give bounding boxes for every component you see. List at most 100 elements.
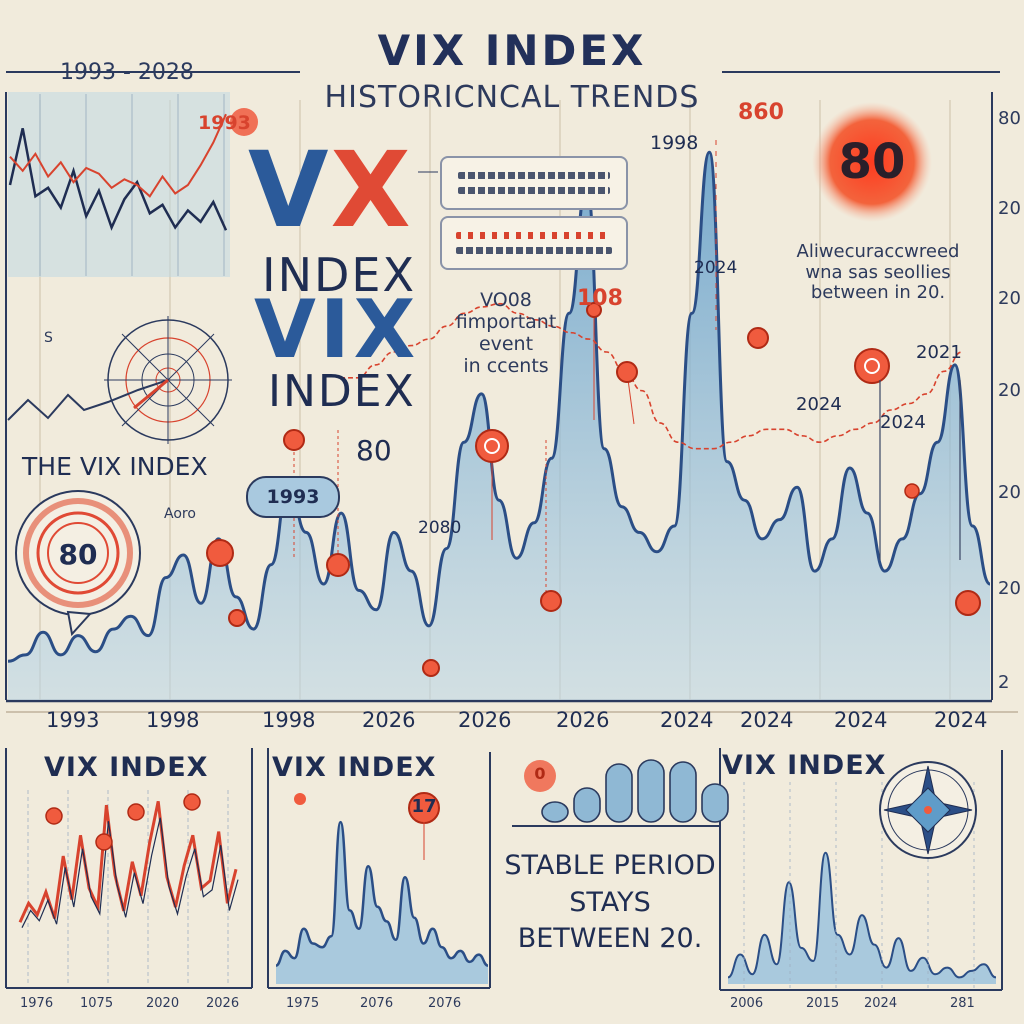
- right-axis-tick: 20: [998, 578, 1021, 599]
- panel1-pin: [45, 807, 63, 825]
- target-ring: [36, 511, 120, 595]
- label-2080: 2080: [418, 518, 462, 538]
- event-pin: [864, 358, 880, 374]
- stable-period-text: STABLE PERIOD STAYS BETWEEN 20.: [492, 848, 728, 958]
- small-s-label: S: [44, 330, 53, 346]
- right-axis-tick: 20: [998, 288, 1021, 309]
- panel1-title: VIX INDEX: [44, 752, 209, 783]
- vx-x: X: [330, 129, 413, 251]
- target-badge: [15, 490, 141, 637]
- glow-circle-value: 80: [838, 134, 906, 190]
- inset-chart-topleft: [8, 92, 258, 277]
- target-badge-value: 80: [58, 538, 98, 571]
- event-pins: [206, 140, 981, 677]
- panel3-bar: [541, 801, 569, 823]
- panel3-badge: [524, 760, 556, 792]
- label-2024-right: 2024: [880, 412, 926, 433]
- bottom-x-tick-label: 2076: [428, 996, 462, 1011]
- big-vix-text: VIX: [254, 283, 420, 376]
- page-title: VIX INDEX: [377, 26, 647, 75]
- x-tick-label: 2024: [740, 708, 794, 732]
- label-108: 108: [577, 286, 623, 311]
- compass-center: [924, 806, 932, 814]
- panel3-badge-value: 0: [534, 764, 546, 783]
- label-80-center: 80: [356, 434, 392, 467]
- stable-line: STAYS: [569, 886, 651, 918]
- event-pin: [475, 429, 509, 463]
- inset-frame: [8, 92, 230, 277]
- label-2024-top: 2024: [694, 258, 738, 278]
- x-tick-label: 2024: [834, 708, 888, 732]
- panel1-shadow: [21, 817, 239, 928]
- x-tick-label: 2026: [458, 708, 512, 732]
- panel2-badge-value: 17: [411, 796, 437, 817]
- tag-1993-top: 1993: [198, 112, 251, 134]
- range-label: 1993 - 2028: [60, 60, 194, 85]
- bottom-x-tick-label: 2020: [146, 996, 180, 1011]
- event-pin: [747, 327, 769, 349]
- panel1-pin: [95, 833, 113, 851]
- bottom-x-tick-label: 2006: [730, 996, 764, 1011]
- event-pin: [283, 429, 305, 451]
- panel2-line: [275, 820, 489, 967]
- right-axis-tick: 2: [998, 672, 1010, 693]
- compass-icon: [879, 761, 977, 859]
- vx-v: V: [248, 129, 331, 251]
- stable-line: BETWEEN 20.: [517, 923, 703, 955]
- event-pin: [854, 348, 890, 384]
- target-tail: [66, 610, 93, 637]
- label-2024-mid: 2024: [796, 394, 842, 415]
- panel2-frame: [267, 748, 491, 989]
- event-pin: [484, 438, 500, 454]
- right-note-line: Aliwecuraccwreed: [796, 241, 960, 262]
- right-axis-tick: 80: [998, 108, 1021, 129]
- radar-trace: [7, 379, 169, 421]
- panel2-title: VIX INDEX: [272, 752, 437, 783]
- panel1-pin: [127, 803, 145, 821]
- card-text-line: [456, 247, 612, 254]
- label-2021: 2021: [916, 342, 962, 363]
- target-ring: [23, 498, 133, 608]
- main-area-fill: [8, 152, 990, 700]
- bottom-x-tick-label: 1975: [286, 996, 320, 1011]
- panel1-pin: [183, 793, 201, 811]
- radar-needle: [133, 378, 169, 410]
- event-pin: [955, 590, 981, 616]
- big-vx-logo: VX: [248, 138, 413, 242]
- event-note-line: in ccents: [463, 354, 549, 377]
- index-text-1: INDEX: [262, 248, 416, 302]
- panel2-area-fill: [276, 822, 488, 984]
- right-axis-tick: 20: [998, 380, 1021, 401]
- x-tick-label: 2026: [556, 708, 610, 732]
- label-860: 860: [738, 100, 784, 125]
- stable-divider: [512, 825, 721, 832]
- right-axis-tick: 20: [998, 198, 1021, 219]
- bottom-x-tick-label: 2024: [864, 996, 898, 1011]
- panel4-line: [727, 851, 997, 979]
- event-pin: [228, 609, 246, 627]
- event-pin: [586, 302, 602, 318]
- x-tick-label: 1993: [46, 708, 100, 732]
- legend-card-1: [440, 156, 628, 210]
- x-tick-label: 2026: [362, 708, 416, 732]
- panel1-pins: [45, 793, 201, 851]
- event-note-line: VO08: [480, 289, 532, 311]
- right-note-line: between in 20.: [810, 282, 946, 304]
- event-pin: [206, 539, 234, 567]
- panel3-bars: [541, 759, 729, 823]
- glow-circle: [812, 102, 932, 222]
- event-pin: [540, 590, 562, 612]
- event-pin: [422, 659, 440, 677]
- stable-line: STABLE PERIOD: [504, 850, 716, 881]
- panel2-small-pin: [294, 793, 306, 805]
- bottom-x-tick-label: 2026: [206, 996, 240, 1011]
- event-pin: [616, 361, 638, 383]
- event-pin: [326, 553, 350, 577]
- label-1998-top: 1998: [650, 132, 699, 154]
- right-note-line: wna sas seollies: [805, 261, 951, 283]
- right-note: Aliwecuraccwreed wna sas seollies betwee…: [780, 241, 976, 304]
- x-tick-label: 2024: [934, 708, 988, 732]
- event-note-line: fimportant: [455, 310, 557, 333]
- panel3-bar: [637, 759, 665, 823]
- bottom-frames: [5, 711, 1018, 991]
